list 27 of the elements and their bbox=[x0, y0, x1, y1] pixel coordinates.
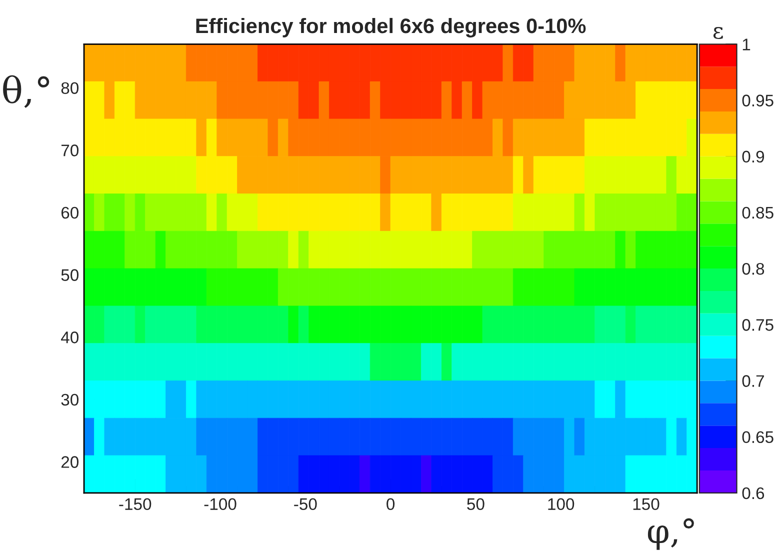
color-bar-label: 0.9 bbox=[742, 150, 764, 163]
y-axis-title: θ,° bbox=[3, 75, 50, 108]
color-bar-label: 0.7 bbox=[742, 375, 764, 387]
y-tick-label: 80 bbox=[61, 82, 79, 94]
y-tick-label: 60 bbox=[61, 206, 79, 219]
x-tick-label: 0 bbox=[386, 498, 395, 510]
x-tick-label: -150 bbox=[119, 498, 152, 510]
color-bar-title: ε bbox=[713, 26, 723, 40]
color-bar-label: 0.75 bbox=[742, 319, 774, 331]
y-tick-label: 30 bbox=[61, 394, 79, 406]
color-bar-label: 0.85 bbox=[742, 206, 774, 219]
chart-title: Efficiency for model 6x6 degrees 0-10% bbox=[196, 18, 586, 38]
y-tick-label: 40 bbox=[61, 332, 79, 344]
y-tick-label: 50 bbox=[61, 269, 79, 281]
y-tick-label: 20 bbox=[61, 456, 79, 468]
x-tick-label: -50 bbox=[294, 498, 317, 510]
color-bar-label: 0.65 bbox=[742, 431, 774, 444]
x-tick-label: 100 bbox=[548, 498, 574, 510]
x-tick-label: 50 bbox=[467, 498, 484, 510]
color-bar-label: 0.95 bbox=[742, 94, 774, 106]
color-bar-label: 0.8 bbox=[742, 262, 764, 275]
x-tick-label: -100 bbox=[204, 498, 236, 510]
color-bar-label: 0.6 bbox=[742, 487, 764, 500]
x-axis-title: φ,° bbox=[648, 518, 694, 550]
x-tick-label: 150 bbox=[633, 498, 660, 510]
color-bar-label: 1 bbox=[742, 38, 750, 50]
y-tick-label: 70 bbox=[61, 144, 79, 156]
